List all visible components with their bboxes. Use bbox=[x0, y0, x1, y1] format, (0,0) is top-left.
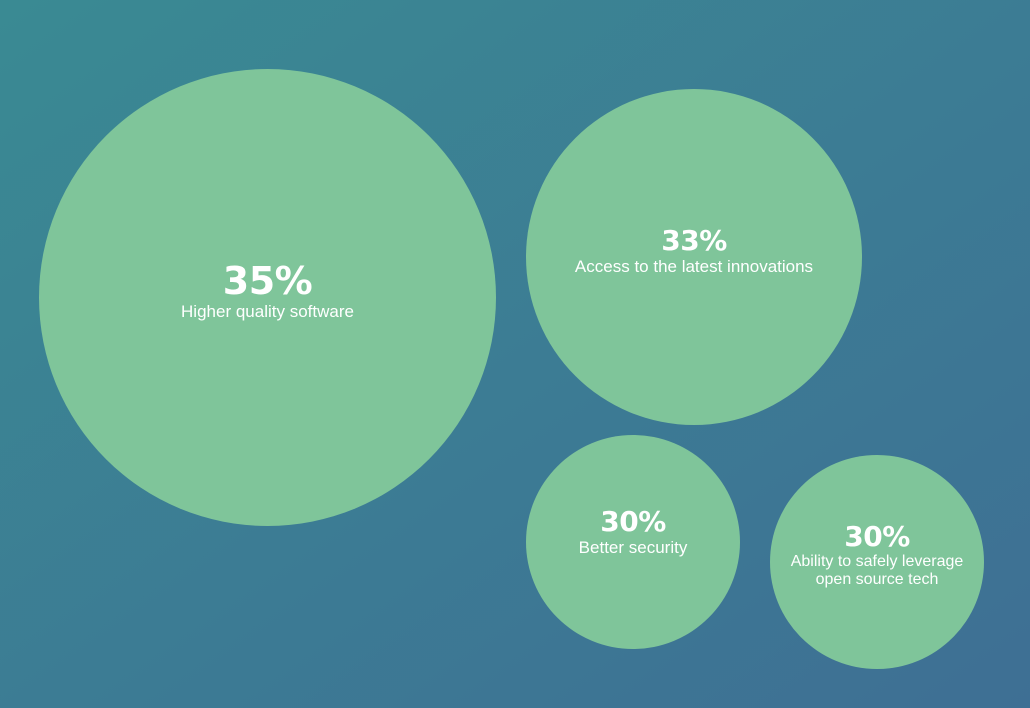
bubble-open-source-tech: 30% Ability to safely leverage open sour… bbox=[770, 455, 984, 669]
bubble-label: Better security bbox=[578, 538, 688, 558]
bubble-better-security: 30% Better security bbox=[526, 435, 740, 649]
bubble-value: 30% bbox=[844, 519, 910, 553]
bubble-value: 30% bbox=[600, 505, 666, 539]
bubble-label: Higher quality software bbox=[181, 301, 354, 321]
bubble-value: 33% bbox=[661, 224, 727, 258]
bubble-label: Access to the latest innovations bbox=[574, 257, 814, 277]
bubble-access-latest-innovations: 33% Access to the latest innovations bbox=[526, 89, 862, 425]
bubble-value: 35% bbox=[222, 258, 313, 303]
bubble-label: Ability to safely leverage open source t… bbox=[790, 552, 964, 588]
bubble-higher-quality-software: 35% Higher quality software bbox=[39, 69, 496, 526]
